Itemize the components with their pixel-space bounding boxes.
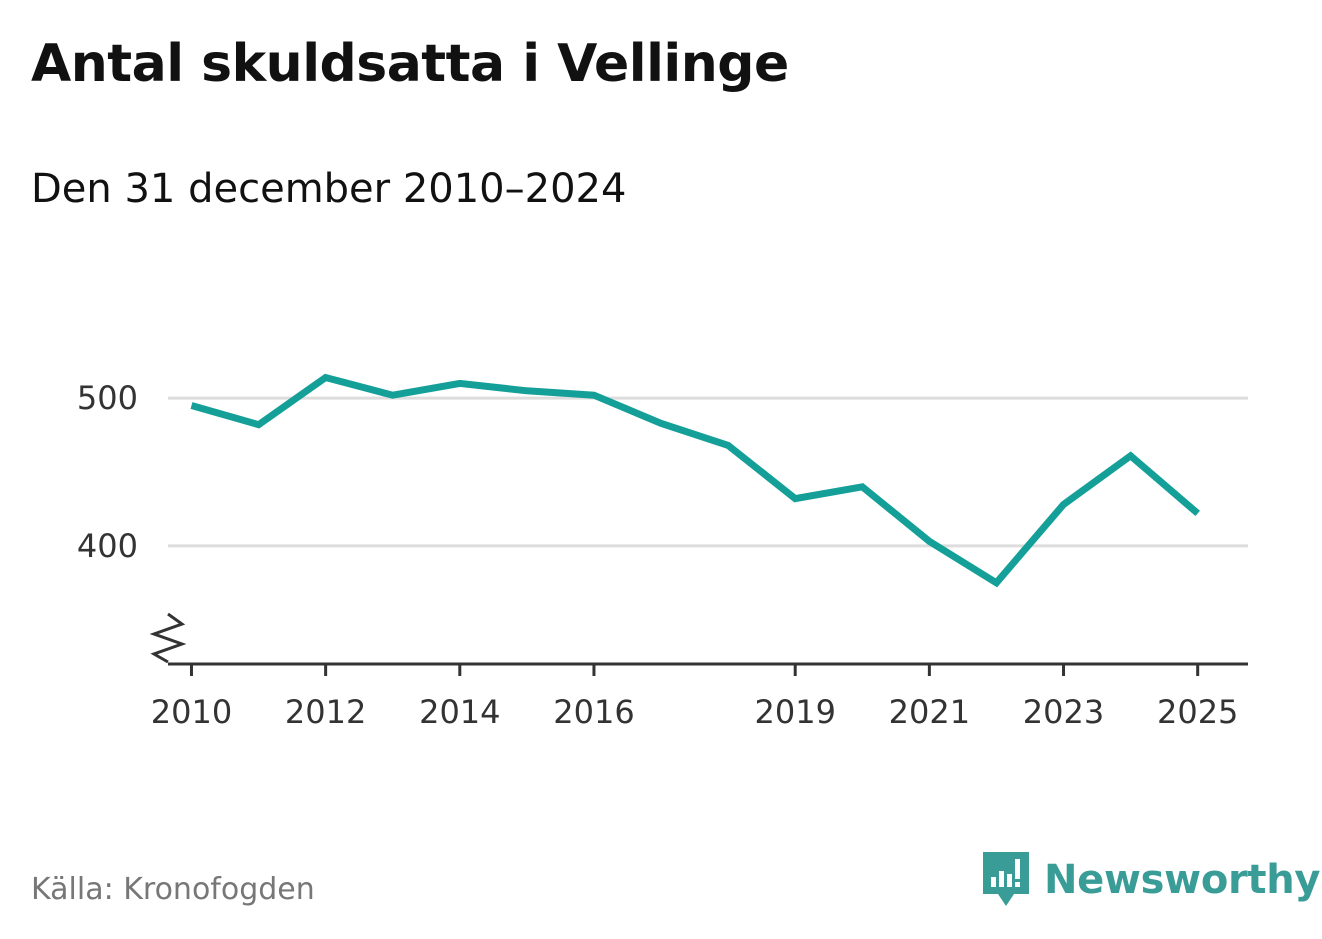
x-tick-label-2010: 2010 (151, 693, 232, 731)
series-layer (190, 373, 1200, 588)
source-note: Källa: Kronofogden (31, 872, 315, 907)
y-tick-label-400: 400 (77, 527, 138, 565)
x-tick-label-2014: 2014 (419, 693, 500, 731)
brand-name: Newsworthy (1044, 857, 1321, 903)
y-tick-label-500: 500 (77, 379, 138, 417)
x-tick-label-2019: 2019 (754, 693, 835, 731)
brand-logo: Newsworthy (980, 850, 1321, 910)
x-axis (149, 612, 1248, 676)
chart-title: Antal skuldsatta i Vellinge (31, 34, 789, 94)
newsworthy-logo-icon (983, 852, 1029, 906)
axis-break-icon (149, 612, 187, 664)
tick-labels: 400 500 2010 2012 2014 2016 2019 2021 2023 2025 (77, 379, 1238, 731)
grid-lines (168, 396, 1248, 548)
series-line-0 (190, 373, 1200, 588)
chart-subtitle: Den 31 december 2010–2024 (31, 166, 627, 212)
x-tick-label-2023: 2023 (1023, 693, 1104, 731)
x-tick-label-2025: 2025 (1157, 693, 1238, 731)
x-tick-label-2012: 2012 (285, 693, 366, 731)
x-tick-label-2021: 2021 (889, 693, 970, 731)
x-tick-label-2016: 2016 (553, 693, 634, 731)
